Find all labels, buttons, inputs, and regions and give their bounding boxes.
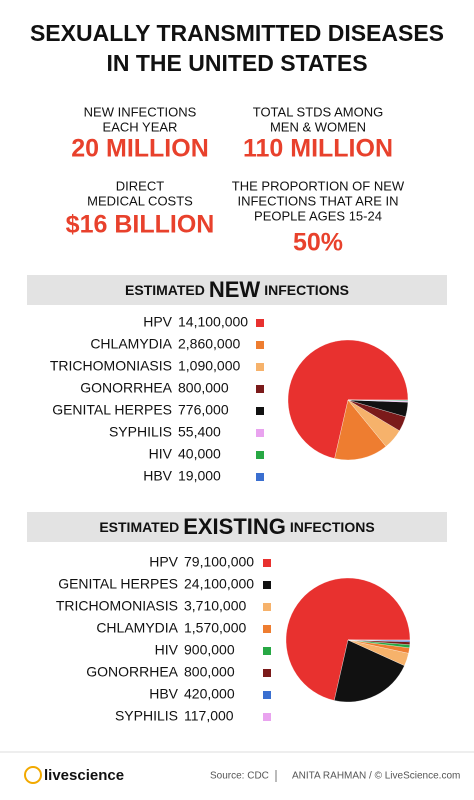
chart-title-part: ESTIMATED (99, 519, 179, 535)
pie-slice (287, 339, 409, 459)
stat-value: $16 BILLION (66, 211, 215, 239)
legend-name: SYPHILIS (115, 708, 178, 724)
legend-value: 117,000 (184, 708, 234, 724)
legend-swatch (256, 319, 264, 327)
title: IN THE UNITED STATES (106, 50, 367, 76)
chart-title-part: NEW (209, 277, 261, 302)
title: SEXUALLY TRANSMITTED DISEASES (30, 20, 444, 46)
legend-swatch (263, 581, 271, 589)
legend-value: 420,000 (184, 686, 235, 702)
legend-swatch (263, 713, 271, 721)
legend-value: 1,090,000 (178, 358, 240, 374)
stat-label: INFECTIONS THAT ARE IN (237, 193, 398, 208)
logo-mark (24, 766, 42, 784)
legend-value: 40,000 (178, 446, 221, 462)
legend-swatch (256, 363, 264, 371)
legend-name: GONORRHEA (80, 380, 172, 396)
legend-swatch (263, 625, 271, 633)
legend-value: 79,100,000 (184, 554, 254, 570)
legend-name: TRICHOMONIASIS (56, 598, 178, 614)
legend-name: HPV (149, 554, 178, 570)
legend-value: 800,000 (178, 380, 229, 396)
legend-name: CHLAMYDIA (90, 336, 172, 352)
legend-name: HBV (149, 686, 178, 702)
legend-value: 3,710,000 (184, 598, 246, 614)
legend-name: HPV (143, 314, 172, 330)
stat-label: THE PROPORTION OF NEW (232, 178, 405, 193)
chart-title: ESTIMATED EXISTING INFECTIONS (99, 514, 374, 539)
legend-name: GENITAL HERPES (52, 402, 172, 418)
chart-title-part: INFECTIONS (290, 519, 375, 535)
legend-value: 800,000 (184, 664, 235, 680)
banner (27, 275, 447, 305)
legend-swatch (256, 473, 264, 481)
legend-swatch (256, 341, 264, 349)
legend-name: GONORRHEA (86, 664, 178, 680)
pie-slice (334, 399, 387, 461)
pie-slice (285, 577, 411, 701)
chart-title-part: INFECTIONS (264, 282, 349, 298)
legend-name: TRICHOMONIASIS (50, 358, 172, 374)
stat-label: MEDICAL COSTS (87, 193, 193, 208)
legend-swatch (256, 407, 264, 415)
stat-label: TOTAL STDS AMONG (253, 104, 384, 119)
chart-title-part: EXISTING (183, 514, 286, 539)
stat-label: MEN & WOMEN (270, 119, 366, 134)
stat-value: 110 MILLION (243, 135, 393, 163)
stat-value: 50% (293, 229, 343, 257)
legend-name: CHLAMYDIA (96, 620, 178, 636)
legend-value: 900,000 (184, 642, 235, 658)
legend-name: HIV (149, 446, 173, 462)
stat-label: NEW INFECTIONS (84, 104, 197, 119)
legend-value: 55,400 (178, 424, 221, 440)
legend-name: SYPHILIS (109, 424, 172, 440)
chart-title: ESTIMATED NEW INFECTIONS (125, 277, 349, 302)
legend-value: 19,000 (178, 468, 221, 484)
logo: livescience (44, 767, 124, 784)
stat-value: 20 MILLION (71, 135, 209, 163)
banner (27, 512, 447, 542)
legend-swatch (263, 647, 271, 655)
legend-swatch (263, 603, 271, 611)
legend-value: 776,000 (178, 402, 229, 418)
legend-swatch (256, 429, 264, 437)
chart-title-part: ESTIMATED (125, 282, 205, 298)
legend-swatch (263, 559, 271, 567)
credit: ANITA RAHMAN / © LiveScience.com (292, 771, 460, 782)
legend-name: HIV (155, 642, 179, 658)
legend-swatch (263, 691, 271, 699)
source: Source: CDC (210, 771, 269, 782)
stat-label: PEOPLE AGES 15-24 (254, 208, 382, 223)
stat-label: DIRECT (116, 178, 164, 193)
legend-name: GENITAL HERPES (58, 576, 178, 592)
stat-label: EACH YEAR (103, 119, 178, 134)
legend-value: 1,570,000 (184, 620, 246, 636)
legend-name: HBV (143, 468, 172, 484)
legend-value: 14,100,000 (178, 314, 248, 330)
pie-slice (334, 639, 405, 703)
legend-swatch (256, 451, 264, 459)
legend-swatch (256, 385, 264, 393)
legend-value: 2,860,000 (178, 336, 240, 352)
legend-swatch (263, 669, 271, 677)
legend-value: 24,100,000 (184, 576, 254, 592)
